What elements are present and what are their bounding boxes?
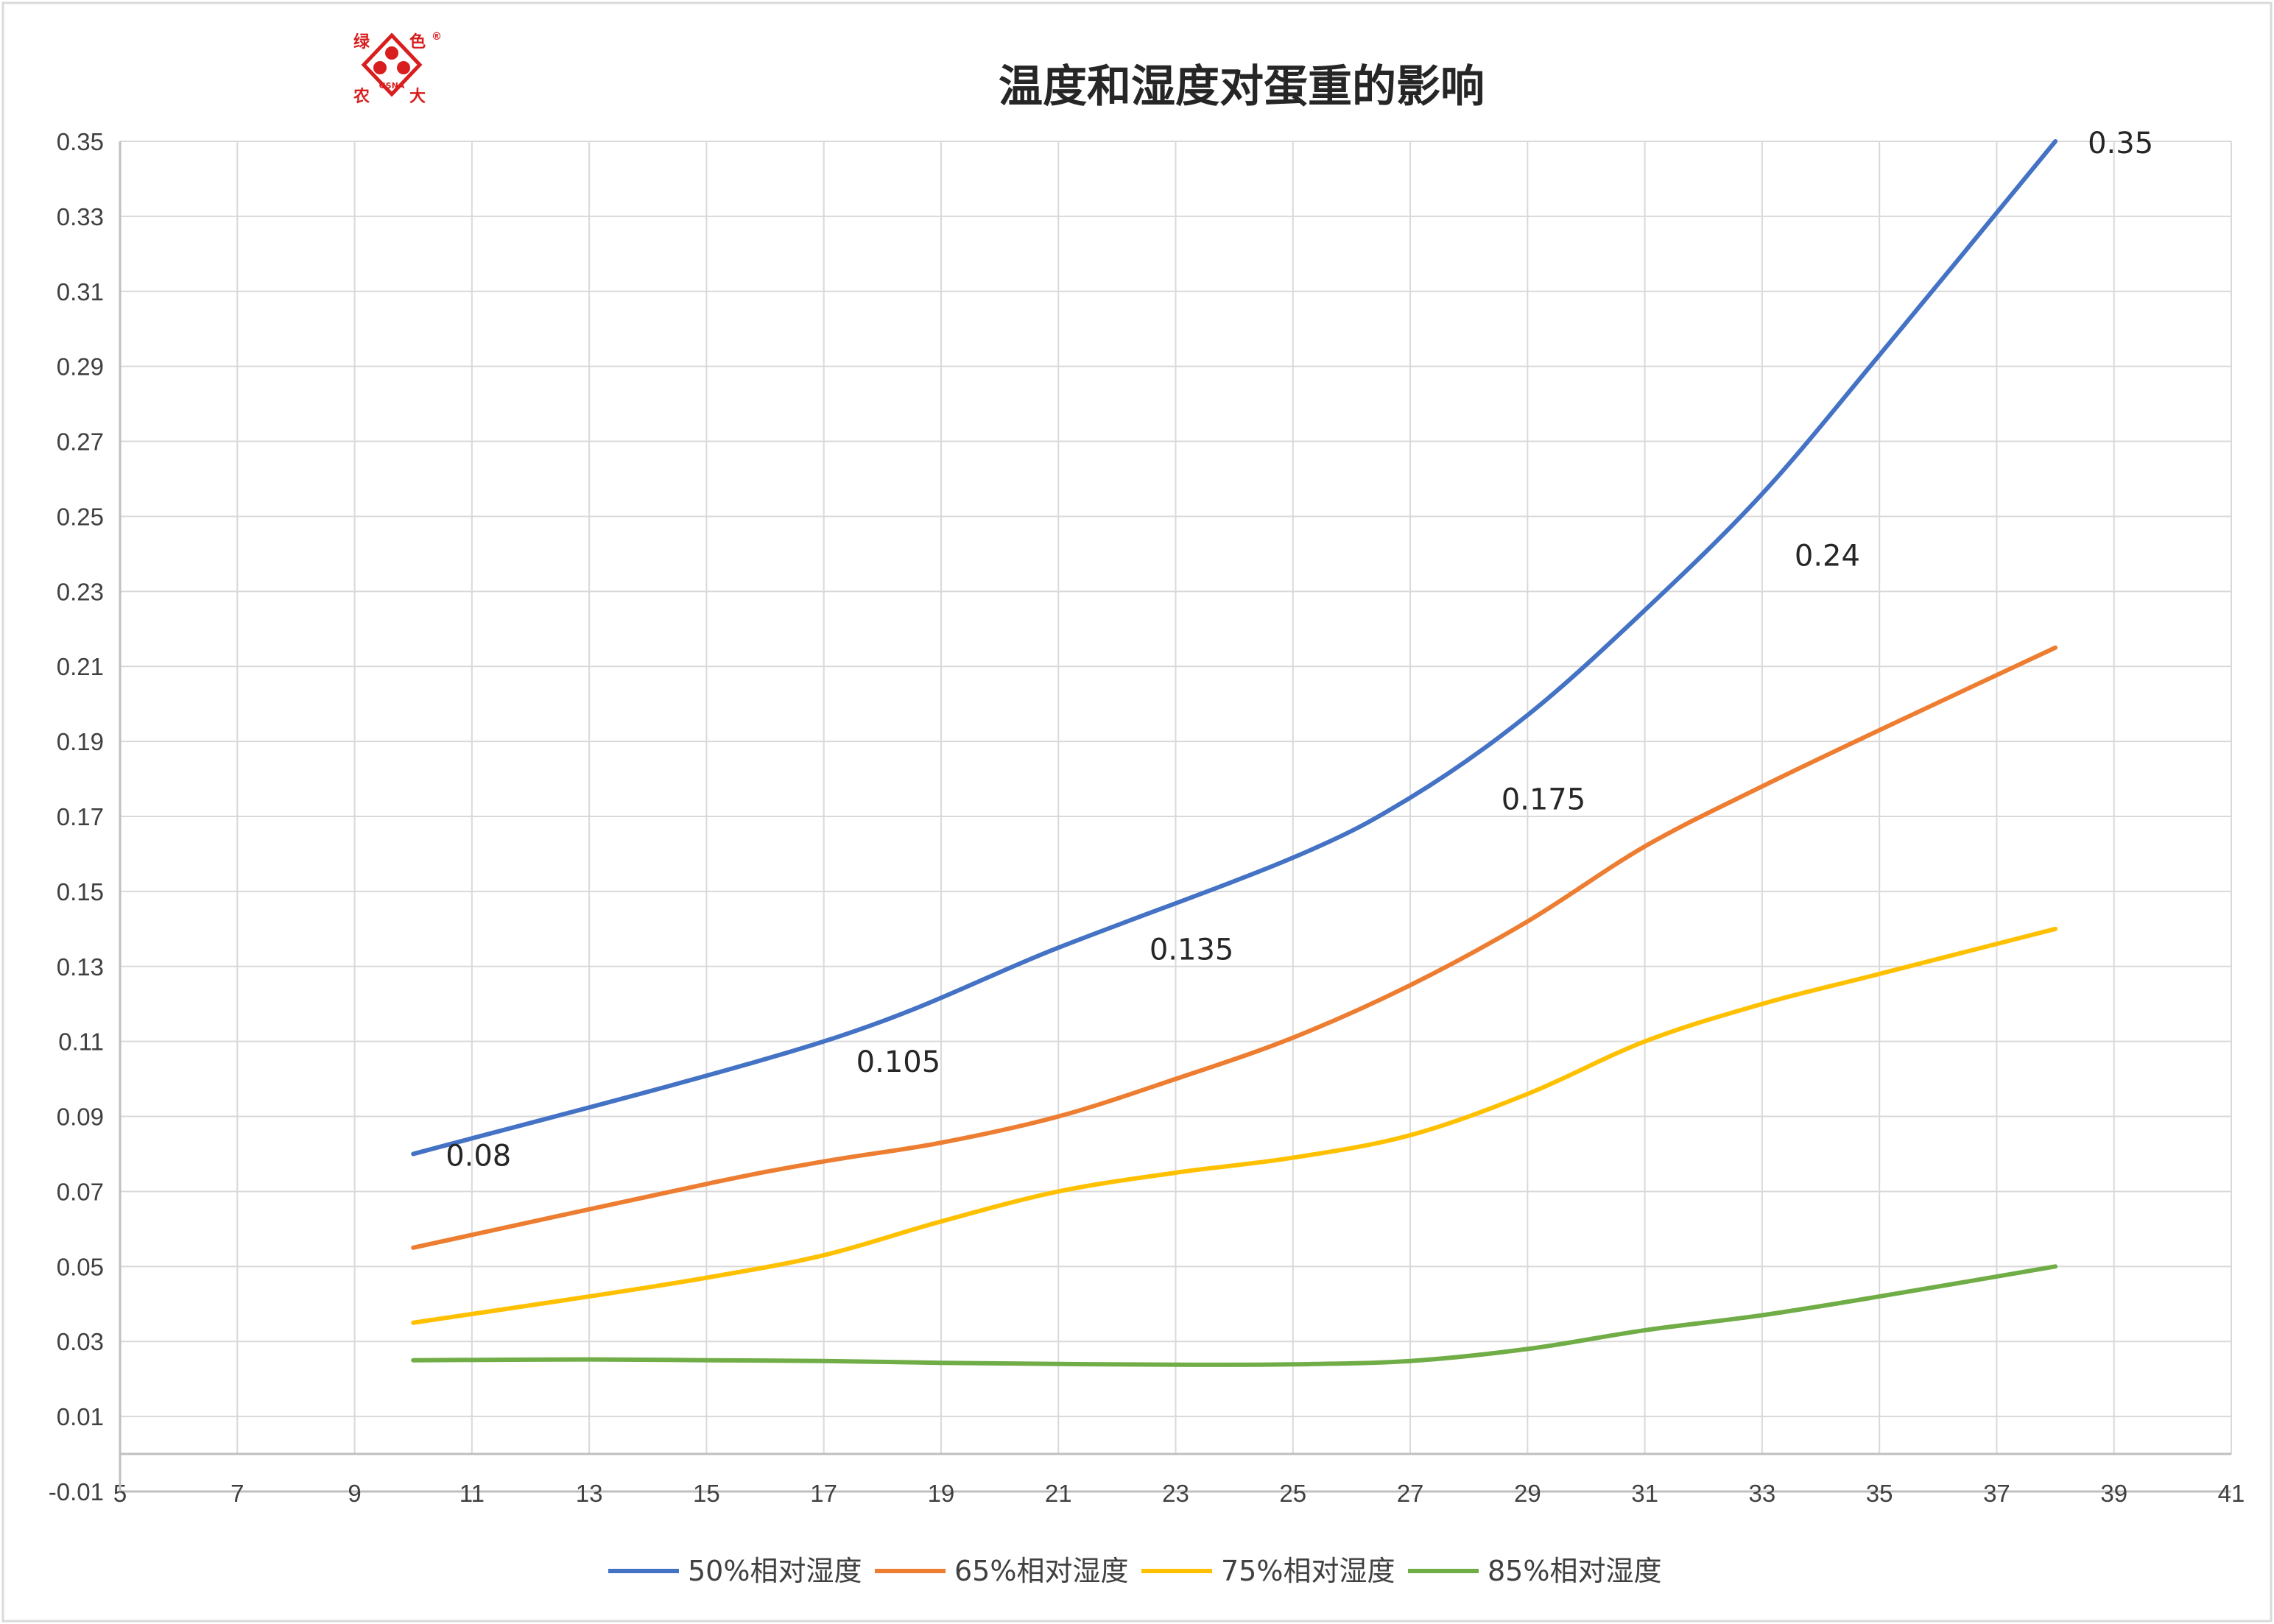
gridlines [119, 141, 2232, 1493]
legend-item: 50%相对湿度 [608, 1555, 862, 1587]
x-tick-label: 15 [693, 1480, 720, 1507]
x-tick-label: 35 [1866, 1480, 1893, 1507]
data-label: 0.135 [1150, 933, 1234, 967]
y-tick-label: 0.25 [57, 503, 104, 530]
x-tick-label: 5 [113, 1480, 127, 1507]
y-tick-label: 0.15 [57, 878, 104, 905]
chart-title: 温度和湿度对蛋重的影响 [999, 61, 1485, 113]
x-tick-label: 17 [810, 1480, 837, 1507]
y-tick-label: 0.21 [57, 653, 104, 680]
y-tick-label: 0.17 [57, 803, 104, 830]
x-tick-label: 31 [1631, 1480, 1658, 1507]
x-tick-label: 23 [1162, 1480, 1189, 1507]
x-tick-label: 7 [230, 1480, 244, 1507]
y-tick-label: 0.33 [57, 203, 104, 230]
data-labels: 0.08 0.105 0.135 0.175 0.24 0.35 [446, 127, 2153, 1173]
y-tick-label: 0.13 [57, 953, 104, 981]
data-label: 0.24 [1795, 539, 1860, 573]
legend-label: 85%相对湿度 [1488, 1555, 1661, 1587]
logo-diamond-icon [361, 32, 423, 97]
y-tick-label: 0.01 [57, 1403, 104, 1430]
y-tick-label: 0.03 [57, 1328, 104, 1355]
legend-item: 75%相对湿度 [1141, 1555, 1395, 1587]
y-tick-label: 0.23 [57, 578, 104, 605]
logo-flower-icon [397, 61, 410, 74]
logo-char-3: 农 [353, 87, 370, 106]
x-tick-label: 25 [1279, 1480, 1306, 1507]
legend-label: 75%相对湿度 [1221, 1555, 1395, 1587]
y-tick-label: 0.09 [57, 1104, 104, 1131]
y-tick-label: -0.01 [49, 1478, 104, 1505]
series-line-1 [411, 139, 2058, 1157]
x-tick-label: 11 [460, 1480, 485, 1507]
x-tick-label: 13 [576, 1480, 603, 1507]
x-tick-label: 41 [2218, 1480, 2245, 1507]
logo-char-4: 大 [409, 88, 426, 106]
y-tick-label: 0.29 [57, 353, 104, 381]
series-line-2 [411, 645, 2058, 1250]
axes: -0.01 0.01 0.03 0.05 0.07 0.09 0.11 0.13 0.15 0.1… [49, 128, 2245, 1507]
data-label: 0.105 [856, 1045, 941, 1079]
legend-label: 50%相对湿度 [688, 1555, 862, 1587]
legend-item: 65%相对湿度 [875, 1555, 1128, 1587]
y-tick-label: 0.31 [57, 278, 104, 306]
legend: 50%相对湿度 65%相对湿度 75%相对湿度 85%相对湿度 [608, 1555, 1661, 1587]
x-tick-label: 29 [1514, 1480, 1541, 1507]
legend-label: 65%相对湿度 [954, 1555, 1128, 1587]
x-tick-label: 9 [348, 1480, 361, 1507]
series-line-3 [411, 926, 2058, 1325]
series-lines [411, 139, 2058, 1367]
x-tick-label: 37 [1983, 1480, 2010, 1507]
x-tick-label: 27 [1397, 1480, 1424, 1507]
x-tick-label: 21 [1045, 1480, 1072, 1507]
x-tick-label: 33 [1749, 1480, 1776, 1507]
data-label: 0.175 [1502, 783, 1586, 817]
data-label: 0.35 [2088, 127, 2153, 160]
y-tick-label: 0.07 [57, 1178, 104, 1205]
logo-subtext: GSNA [379, 81, 405, 91]
y-tick-label: 0.19 [57, 728, 104, 755]
logo-flower-icon [385, 46, 398, 60]
x-tick-label: 39 [2100, 1480, 2127, 1507]
data-label: 0.08 [446, 1140, 511, 1173]
y-tick-label: 0.35 [57, 128, 104, 155]
y-tick-label: 0.11 [58, 1028, 104, 1056]
logo-registered-mark: ® [432, 31, 442, 43]
series-line-4 [411, 1264, 2058, 1367]
logo-flower-icon [373, 61, 387, 74]
y-tick-label: 0.05 [57, 1253, 104, 1280]
x-tick-label: 19 [928, 1480, 955, 1507]
brand-logo: 绿 色 ® 农 大 GSNA [353, 31, 442, 106]
logo-char-2: 色 [409, 32, 426, 52]
y-tick-label: 0.27 [57, 428, 104, 456]
logo-char-1: 绿 [353, 32, 370, 52]
legend-item: 85%相对湿度 [1408, 1555, 1661, 1587]
